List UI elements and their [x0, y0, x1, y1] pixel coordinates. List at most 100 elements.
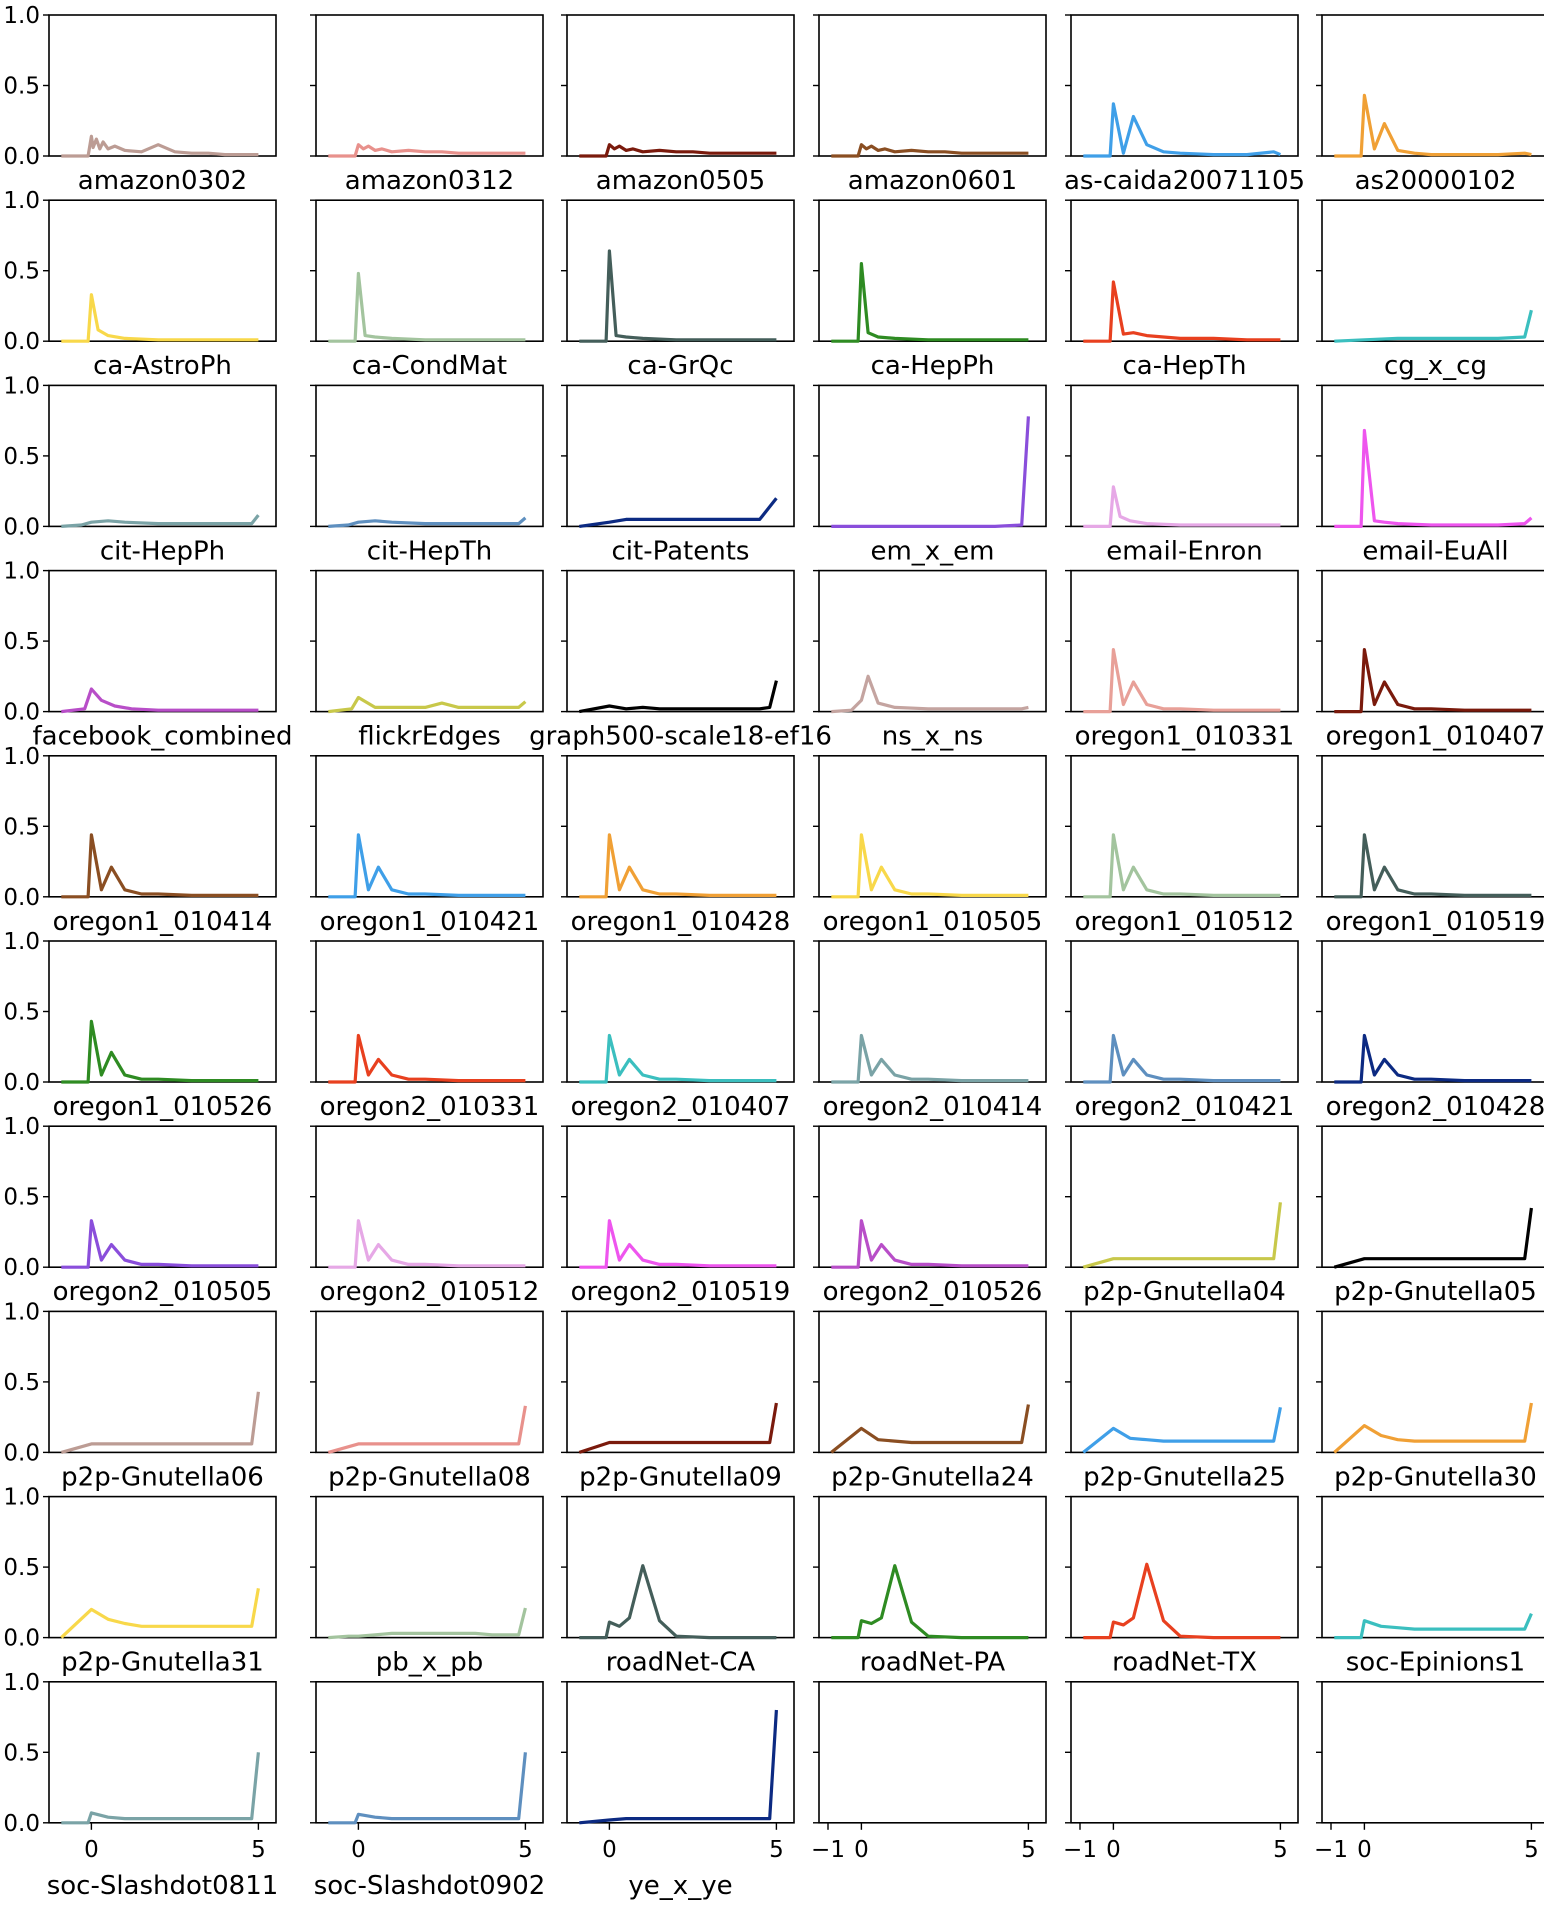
subplot-label: oregon2_010519 [571, 1277, 791, 1307]
axes-frame [1321, 1495, 1544, 1639]
subplot-label: ca-CondMat [352, 351, 507, 381]
y-tick-label: 0.0 [3, 700, 40, 726]
series-line [1083, 102, 1282, 158]
subplot: 0.0 0.5 1.0 cit-HepPh [3, 373, 277, 566]
series-line [1083, 833, 1281, 899]
subplot: roadNet-TX [1065, 1495, 1299, 1678]
subplot-label: soc-Slashdot0902 [314, 1871, 546, 1901]
series-line [579, 833, 777, 899]
y-tick-label: 1.0 [3, 929, 40, 955]
axes-frame [1321, 199, 1544, 342]
axes-frame [818, 569, 1047, 713]
axes-frame [315, 1681, 544, 1824]
series-line [579, 497, 778, 528]
subplot: 0.0 0.5 1.0 0 5 soc-Slashdot0811 [3, 1670, 278, 1901]
axes-frame [818, 1125, 1047, 1268]
subplot: oregon1_010519 [1316, 754, 1544, 937]
subplot: p2p-Gnutella08 [310, 1310, 544, 1492]
axes-frame [1070, 1495, 1299, 1639]
x-tick-label: 0 [854, 1837, 869, 1863]
axes-frame [1070, 1125, 1299, 1268]
series-line [61, 1019, 259, 1084]
series-line [61, 687, 259, 714]
subplot-label: oregon1_010526 [53, 1092, 273, 1122]
subplot: oregon2_010421 [1065, 940, 1299, 1122]
subplot: 0.0 0.5 1.0 facebook_combined [3, 559, 292, 752]
axes-frame [1321, 384, 1544, 528]
subplot: p2p-Gnutella24 [813, 1310, 1047, 1492]
series-line [579, 249, 777, 343]
subplot: amazon0505 [561, 14, 795, 196]
y-tick-label: 1.0 [3, 744, 40, 770]
subplot-label: oregon1_010519 [1326, 907, 1544, 937]
subplot: pb_x_pb [310, 1495, 544, 1678]
subplot: ca-HepTh [1065, 199, 1299, 381]
subplot: flickrEdges [310, 569, 544, 752]
subplot: amazon0312 [310, 14, 544, 196]
axes-frame [315, 940, 544, 1083]
axes-frame [315, 199, 544, 342]
subplot: 0.0 0.5 1.0 p2p-Gnutella31 [3, 1485, 277, 1678]
subplot: −1 0 5 [811, 1681, 1047, 1863]
axes-frame [1321, 1681, 1544, 1824]
subplot: roadNet-PA [813, 1495, 1047, 1678]
subplot: as-caida20071105 [1064, 14, 1305, 196]
series-line [831, 1564, 1029, 1640]
axes-frame [315, 1125, 544, 1268]
subplot-label: ca-AstroPh [93, 351, 232, 381]
subplot-label: cg_x_cg [1384, 351, 1487, 381]
series-line [1334, 1612, 1533, 1640]
y-tick-label: 0.5 [3, 1740, 40, 1766]
subplot: oregon1_010331 [1065, 569, 1299, 752]
subplot-label: email-Enron [1106, 536, 1263, 566]
axes-frame [315, 384, 544, 528]
subplot-label: oregon1_010505 [823, 907, 1043, 937]
axes-frame [566, 1310, 795, 1454]
subplot-label: p2p-Gnutella09 [579, 1462, 782, 1492]
series-line [831, 1033, 1029, 1084]
axes-frame [315, 569, 544, 713]
subplot-label: amazon0601 [848, 166, 1017, 196]
series-line [327, 1405, 527, 1454]
axes-frame [48, 1310, 277, 1454]
subplot-label: p2p-Gnutella31 [61, 1648, 264, 1678]
subplot-label: as-caida20071105 [1064, 166, 1305, 196]
x-tick-label: 5 [1524, 1837, 1539, 1863]
x-tick-label: −1 [1063, 1837, 1097, 1863]
axes-frame [1321, 1310, 1544, 1454]
subplot: ns_x_ns [813, 569, 1047, 752]
subplot-label: oregon2_010505 [53, 1277, 273, 1307]
axes-frame [315, 1310, 544, 1454]
series-line [831, 262, 1029, 343]
series-line [1334, 833, 1532, 899]
x-tick-label: 5 [1021, 1837, 1036, 1863]
subplot: oregon1_010505 [813, 754, 1047, 937]
axes-frame [818, 384, 1047, 528]
axes-frame [1070, 940, 1299, 1083]
series-line [1082, 1202, 1282, 1269]
series-line [1083, 280, 1281, 343]
subplot: −1 0 5 [1063, 1681, 1299, 1863]
subplot-label: em_x_em [870, 536, 994, 566]
series-line [61, 293, 259, 343]
subplot-label: roadNet-TX [1112, 1648, 1257, 1678]
x-tick-label: −1 [1314, 1837, 1348, 1863]
subplot-label: graph500-scale18-ef16 [529, 722, 832, 752]
series-line [61, 134, 259, 158]
series-line [1334, 428, 1533, 529]
axes-frame [315, 754, 544, 898]
y-tick-label: 0.0 [3, 329, 40, 355]
subplot-label: ns_x_ns [882, 722, 983, 752]
subplot-label: oregon1_010331 [1075, 722, 1295, 752]
x-tick-label: 0 [1357, 1837, 1372, 1863]
subplot-label: p2p-Gnutella06 [61, 1462, 264, 1492]
y-tick-label: 0.5 [3, 1370, 40, 1396]
axes-frame [48, 1681, 277, 1824]
series-line [1334, 309, 1533, 343]
axes-frame [566, 1125, 795, 1268]
subplot: oregon1_010428 [561, 754, 795, 937]
subplot-label: amazon0312 [345, 166, 514, 196]
series-line [328, 1752, 527, 1825]
series-line [579, 680, 778, 714]
